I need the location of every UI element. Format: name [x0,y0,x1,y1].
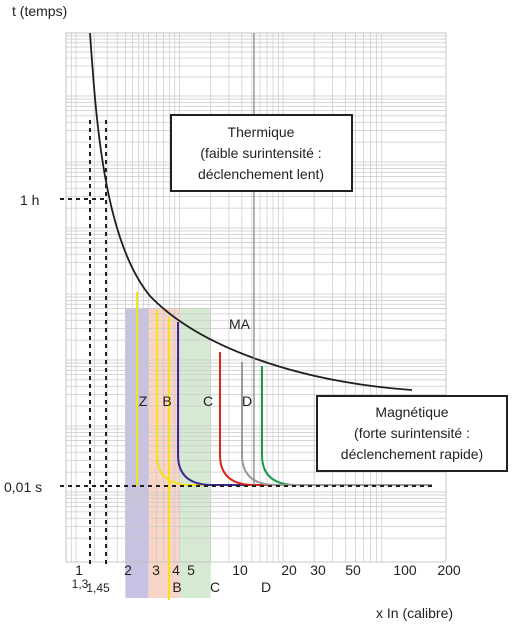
x-tick-label: 200 [437,562,461,578]
curve-label: D [242,393,252,409]
band-label: D [261,579,271,595]
y-axis-label: t (temps) [12,3,67,19]
x-tick-label: 1 [75,562,83,578]
x-tick-label: 20 [281,562,297,578]
thermal-curve [89,32,413,391]
x-tick-label: 2 [124,562,132,578]
curve-label: C [203,393,213,409]
x-tick-label: 5 [187,562,195,578]
curve-c [219,352,432,486]
x-tick-label: 50 [345,562,361,578]
ma-label: MA [229,316,251,332]
curve-label: B [162,393,171,409]
magnetic-box-frame [316,395,508,472]
band-label: B [172,579,181,595]
x-tick-label: 1,45 [86,581,110,595]
band-labels: B C D [172,579,271,595]
magnetic-box-line: Magnétique [375,404,448,420]
magnetic-box-line: (forte surintensité : [354,425,470,441]
trip-curves [89,32,432,600]
axes [60,33,432,568]
x-tick-label: 10 [232,562,248,578]
thermal-box-line: (faible surintensité : [200,145,321,161]
x-axis-label: x In (calibre) [376,605,453,621]
band-d [179,308,211,598]
x-tick-label: 30 [310,562,326,578]
curve-z-tail [156,310,432,486]
y-tick-label: 1 h [20,192,39,208]
plot-frame [65,32,447,563]
y-tick-label: 0,01 s [4,479,42,495]
x-tick-label: 100 [393,562,417,578]
thermal-box: Thermique (faible surintensité : déclenc… [170,114,353,192]
x-tick-labels: 11,31,45 2 3 4 5 10 20 30 50 100 200 [72,562,461,595]
band-c [148,308,180,598]
thermal-box-line: déclenchement lent) [198,166,324,182]
x-tick-label: 4 [172,562,180,578]
calibre-bands [125,308,211,598]
curve-label: Z [139,393,148,409]
magnetic-box-line: déclenchement rapide) [341,446,483,462]
magnetic-box: Magnétique (forte surintensité : déclenc… [316,395,508,472]
band-label: C [210,579,220,595]
x-tick-label: 1,3 [72,577,89,591]
curve-ma [241,362,432,486]
thermal-box-frame [170,114,353,192]
x-tick-label: 3 [152,562,160,578]
thermal-box-line: Thermique [228,124,295,140]
curve-b [177,322,432,486]
